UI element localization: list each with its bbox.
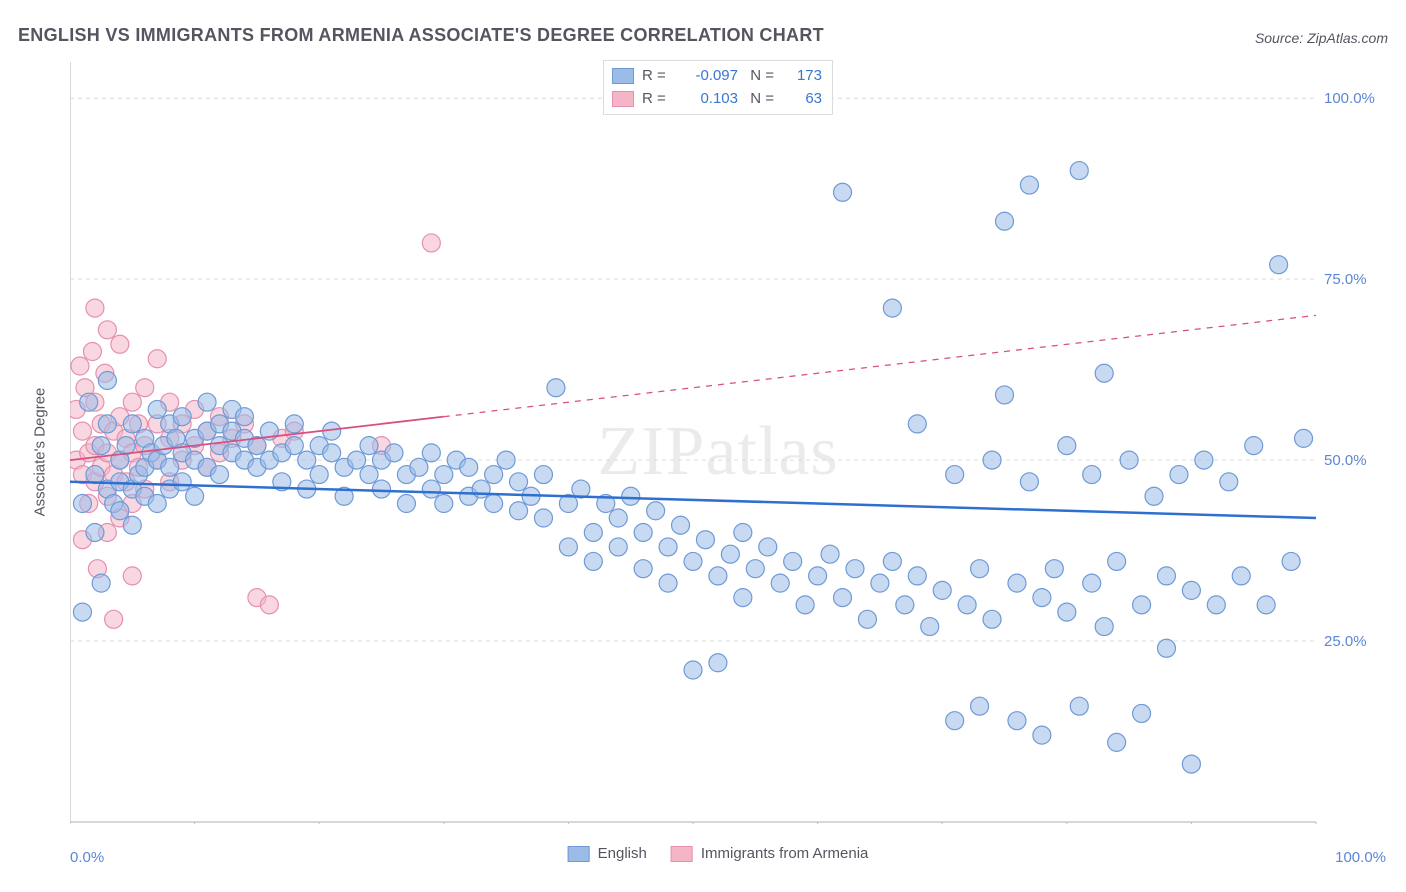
r-label: R = bbox=[642, 65, 670, 88]
x-axis-min-label: 0.0% bbox=[70, 849, 104, 866]
svg-text:25.0%: 25.0% bbox=[1324, 633, 1367, 650]
chart-title: ENGLISH VS IMMIGRANTS FROM ARMENIA ASSOC… bbox=[18, 25, 824, 46]
swatch-english-icon bbox=[568, 846, 590, 862]
y-axis-label: Associate's Degree bbox=[32, 388, 49, 517]
source-label: Source: bbox=[1255, 30, 1307, 46]
source-attribution: Source: ZipAtlas.com bbox=[1255, 30, 1388, 46]
chart-area: Associate's Degree ZIPatlas 25.0%50.0%75… bbox=[50, 60, 1386, 844]
n-value-armenia: 63 bbox=[782, 88, 822, 111]
x-axis-max-label: 100.0% bbox=[1335, 849, 1386, 866]
r-label: R = bbox=[642, 88, 670, 111]
legend-row-armenia: R = 0.103 N = 63 bbox=[612, 88, 822, 111]
swatch-english bbox=[612, 68, 634, 84]
r-value-english: -0.097 bbox=[678, 65, 738, 88]
svg-text:75.0%: 75.0% bbox=[1324, 271, 1367, 288]
legend-row-english: R = -0.097 N = 173 bbox=[612, 65, 822, 88]
swatch-armenia bbox=[612, 91, 634, 107]
svg-text:50.0%: 50.0% bbox=[1324, 452, 1367, 469]
legend-correlation-box: R = -0.097 N = 173 R = 0.103 N = 63 bbox=[603, 60, 833, 115]
legend-bottom: English Immigrants from Armenia bbox=[568, 845, 869, 862]
legend-label-armenia: Immigrants from Armenia bbox=[701, 845, 869, 862]
swatch-armenia-icon bbox=[671, 846, 693, 862]
n-value-english: 173 bbox=[782, 65, 822, 88]
legend-label-english: English bbox=[598, 845, 647, 862]
n-label: N = bbox=[746, 88, 774, 111]
n-label: N = bbox=[746, 65, 774, 88]
scatter-plot-svg: 25.0% 50.0% 75.0% 100.0% bbox=[70, 60, 1386, 824]
svg-text:100.0%: 100.0% bbox=[1324, 90, 1375, 107]
r-value-armenia: 0.103 bbox=[678, 88, 738, 111]
source-name: ZipAtlas.com bbox=[1307, 30, 1388, 46]
legend-item-english: English bbox=[568, 845, 647, 862]
legend-item-armenia: Immigrants from Armenia bbox=[671, 845, 869, 862]
